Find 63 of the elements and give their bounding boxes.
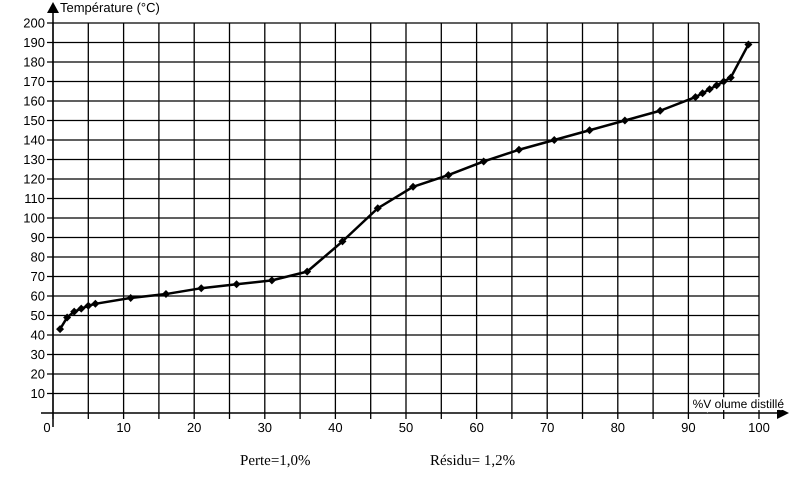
text: Perte=1,0% xyxy=(240,453,311,469)
point xyxy=(84,302,92,310)
point xyxy=(338,237,346,246)
point xyxy=(63,313,72,322)
point xyxy=(197,284,206,292)
x-tick-label: 10 xyxy=(116,420,131,435)
y-tick-label: 70 xyxy=(30,269,45,284)
x-tick-label: 60 xyxy=(469,420,484,435)
y-tick-label: 40 xyxy=(30,328,45,343)
point xyxy=(268,276,276,284)
x-tick-label: 30 xyxy=(258,420,272,435)
point xyxy=(726,74,735,82)
y-tick-label: 150 xyxy=(23,113,45,128)
point xyxy=(232,280,241,288)
point xyxy=(444,171,452,180)
point xyxy=(77,304,86,313)
x-tick-label: 90 xyxy=(681,420,696,435)
point xyxy=(91,300,100,308)
y-tick-label: 170 xyxy=(23,74,45,90)
point xyxy=(706,85,714,94)
x-tick-label: 70 xyxy=(540,420,554,435)
y-axis-title: Température (°C) xyxy=(60,0,160,15)
x-tick-label: 20 xyxy=(186,420,202,435)
y-tick-label: 190 xyxy=(23,35,45,50)
y-tick-label: 60 xyxy=(30,288,45,304)
x-tick-label: 80 xyxy=(610,420,626,435)
point xyxy=(374,204,382,212)
y-tick-label: 180 xyxy=(23,54,45,70)
point xyxy=(126,294,135,302)
y-tick-label: 160 xyxy=(23,94,45,109)
x-tick-label: 100 xyxy=(748,420,770,435)
y-tick-label: 120 xyxy=(23,172,45,187)
y-tick-label: 30 xyxy=(30,347,45,362)
y-tick-label: 100 xyxy=(23,210,45,226)
point xyxy=(550,136,558,144)
y-tick-label: 20 xyxy=(30,366,45,382)
point xyxy=(712,81,721,90)
y-tick-label: 140 xyxy=(23,132,45,148)
point xyxy=(744,40,752,48)
point xyxy=(620,116,629,124)
y-tick-label: 10 xyxy=(30,386,45,402)
y-tick-label: 130 xyxy=(23,152,45,168)
point xyxy=(720,78,728,86)
point xyxy=(480,157,488,166)
x-tick-label: 40 xyxy=(328,420,343,435)
x-tick-label: 50 xyxy=(398,420,414,435)
point xyxy=(698,89,707,98)
y-tick-label: 80 xyxy=(30,250,45,265)
point xyxy=(656,106,664,115)
point xyxy=(409,182,418,191)
point xyxy=(586,126,594,134)
point xyxy=(514,146,523,154)
y-tick-label: 110 xyxy=(24,191,45,206)
point xyxy=(56,325,64,334)
y-tick-label: 90 xyxy=(30,230,45,246)
y-tick-label: 200 xyxy=(23,16,45,31)
text: Résidu= 1,2% xyxy=(430,453,516,469)
y-tick-label: 50 xyxy=(30,308,45,324)
x-tick-label: 0 xyxy=(43,420,51,435)
point xyxy=(691,93,700,102)
point xyxy=(70,308,78,316)
point xyxy=(162,290,170,298)
point xyxy=(303,268,312,276)
